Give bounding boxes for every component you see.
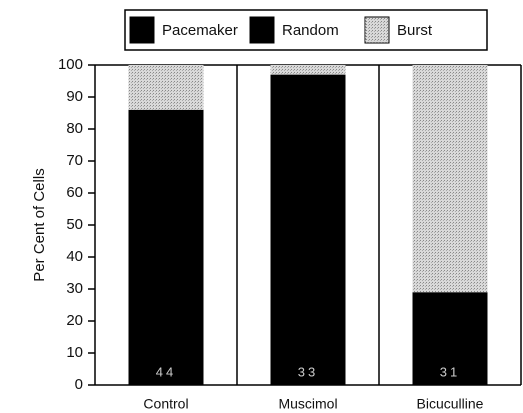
y-tick-label: 10: [66, 344, 83, 361]
y-tick-label: 100: [58, 56, 83, 73]
legend-label: Pacemaker: [162, 22, 238, 39]
y-tick-label: 80: [66, 120, 83, 137]
legend-label: Random: [282, 22, 339, 39]
y-tick-label: 0: [75, 376, 83, 393]
bar-stipple: [412, 65, 488, 293]
legend-swatch: [249, 16, 275, 44]
y-tick-label: 90: [66, 88, 83, 105]
y-tick-label: 20: [66, 312, 83, 329]
legend-stipple: [365, 17, 389, 43]
bar-label: 31: [440, 364, 460, 379]
bar-stipple: [270, 65, 346, 75]
x-tick-label: Bicuculline: [417, 396, 484, 412]
y-tick-label: 50: [66, 216, 83, 233]
y-tick-label: 40: [66, 248, 83, 265]
y-tick-label: 60: [66, 184, 83, 201]
x-tick-label: Muscimol: [278, 396, 337, 412]
bar-label: 44: [156, 364, 176, 379]
legend-swatch: [129, 16, 155, 44]
x-tick-label: Control: [143, 396, 188, 412]
bar-label: 33: [298, 364, 318, 379]
bar-segment: [128, 109, 204, 386]
bar-segment: [412, 292, 488, 385]
bar-stipple: [128, 65, 204, 110]
legend-label: Burst: [397, 22, 433, 39]
y-axis-label: Per Cent of Cells: [31, 168, 48, 281]
bar-segment: [270, 74, 346, 385]
legend-box: [124, 9, 488, 51]
y-tick-label: 70: [66, 152, 83, 169]
y-tick-label: 30: [66, 280, 83, 297]
